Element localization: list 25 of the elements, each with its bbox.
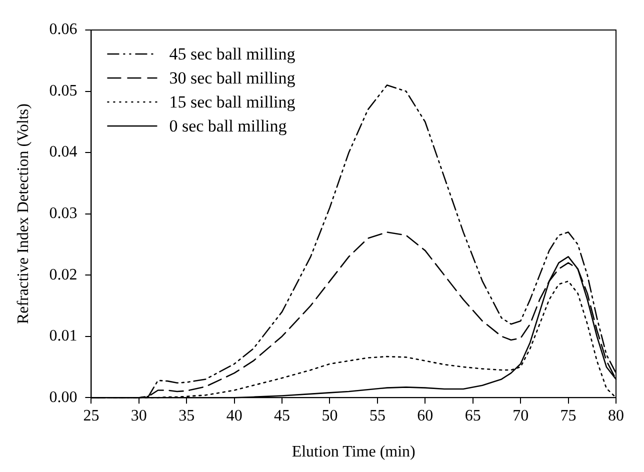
x-axis-title: Elution Time (min) <box>292 444 416 461</box>
x-tick-label: 50 <box>322 407 338 424</box>
y-tick-label: 0.00 <box>49 388 78 406</box>
x-tick-label: 35 <box>178 407 195 424</box>
x-tick-label: 75 <box>560 407 576 424</box>
x-tick-label: 40 <box>226 407 242 424</box>
legend-label: 15 sec ball milling <box>169 92 296 112</box>
x-tick-label: 70 <box>512 407 529 424</box>
legend-label: 0 sec ball milling <box>169 116 288 136</box>
x-tick-label: 55 <box>369 407 386 424</box>
x-tick-label: 80 <box>608 407 624 424</box>
y-axis-title: Refractive Index Detection (Volts) <box>14 104 32 324</box>
x-tick-label: 65 <box>464 407 481 424</box>
legend-label: 45 sec ball milling <box>169 44 296 64</box>
y-tick-label: 0.02 <box>49 266 78 284</box>
y-tick-label: 0.03 <box>49 205 78 222</box>
x-tick-label: 45 <box>274 407 290 424</box>
x-tick-label: 25 <box>83 407 100 424</box>
x-tick-label: 60 <box>417 407 434 424</box>
y-tick-label: 0.06 <box>49 21 78 38</box>
y-tick-label: 0.01 <box>49 328 78 345</box>
y-tick-label: 0.05 <box>49 82 78 100</box>
legend-label: 30 sec ball milling <box>169 68 296 88</box>
y-tick-label: 0.04 <box>49 144 78 161</box>
x-tick-label: 30 <box>130 407 147 424</box>
